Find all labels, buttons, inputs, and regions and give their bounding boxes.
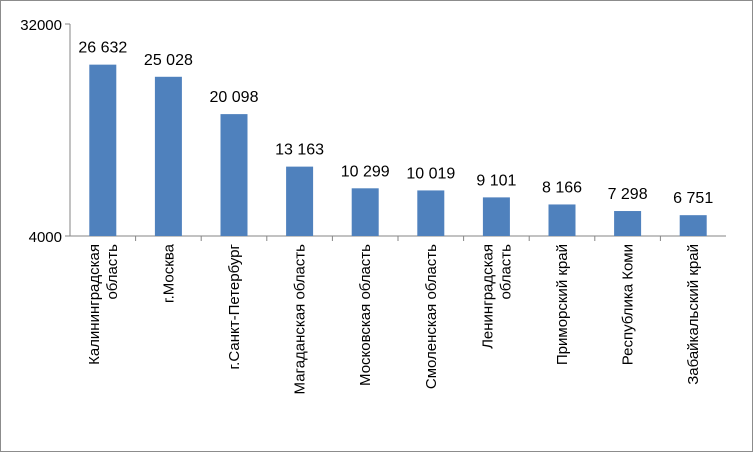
category-label: г.Москва — [160, 243, 177, 303]
bar — [220, 114, 248, 236]
data-label: 9 101 — [476, 172, 516, 189]
category-label: область — [497, 244, 514, 300]
category-label: область — [104, 244, 121, 300]
data-label: 10 299 — [341, 163, 390, 180]
category-label: Московская область — [357, 244, 374, 386]
y-tick-label-min: 4000 — [29, 229, 62, 246]
data-label: 10 019 — [406, 165, 455, 182]
y-tick-label-max: 32000 — [20, 17, 62, 34]
bar — [548, 204, 576, 236]
category-label: Ленинградская — [479, 244, 496, 349]
data-label: 26 632 — [78, 40, 127, 57]
data-label: 8 166 — [542, 179, 582, 196]
category-label: Калининградская — [86, 244, 103, 365]
bar — [614, 211, 642, 236]
bar — [417, 190, 445, 236]
bar — [482, 197, 510, 236]
data-label: 7 298 — [608, 186, 648, 203]
data-label: 25 028 — [144, 52, 193, 69]
bar — [89, 64, 117, 236]
category-label: Забайкальский край — [685, 244, 702, 385]
category-label: Республика Коми — [620, 244, 637, 365]
category-label: Приморский край — [554, 244, 571, 365]
bar — [351, 188, 379, 236]
data-label: 20 098 — [210, 89, 259, 106]
category-label: г.Санкт-Петербург — [226, 243, 243, 369]
data-label: 13 163 — [275, 142, 324, 159]
bar — [286, 166, 314, 236]
category-label: Смоленская область — [423, 244, 440, 389]
data-label: 6 751 — [673, 190, 713, 207]
bar — [154, 76, 182, 237]
bar — [679, 215, 707, 236]
category-label: Магаданская область — [292, 244, 309, 395]
